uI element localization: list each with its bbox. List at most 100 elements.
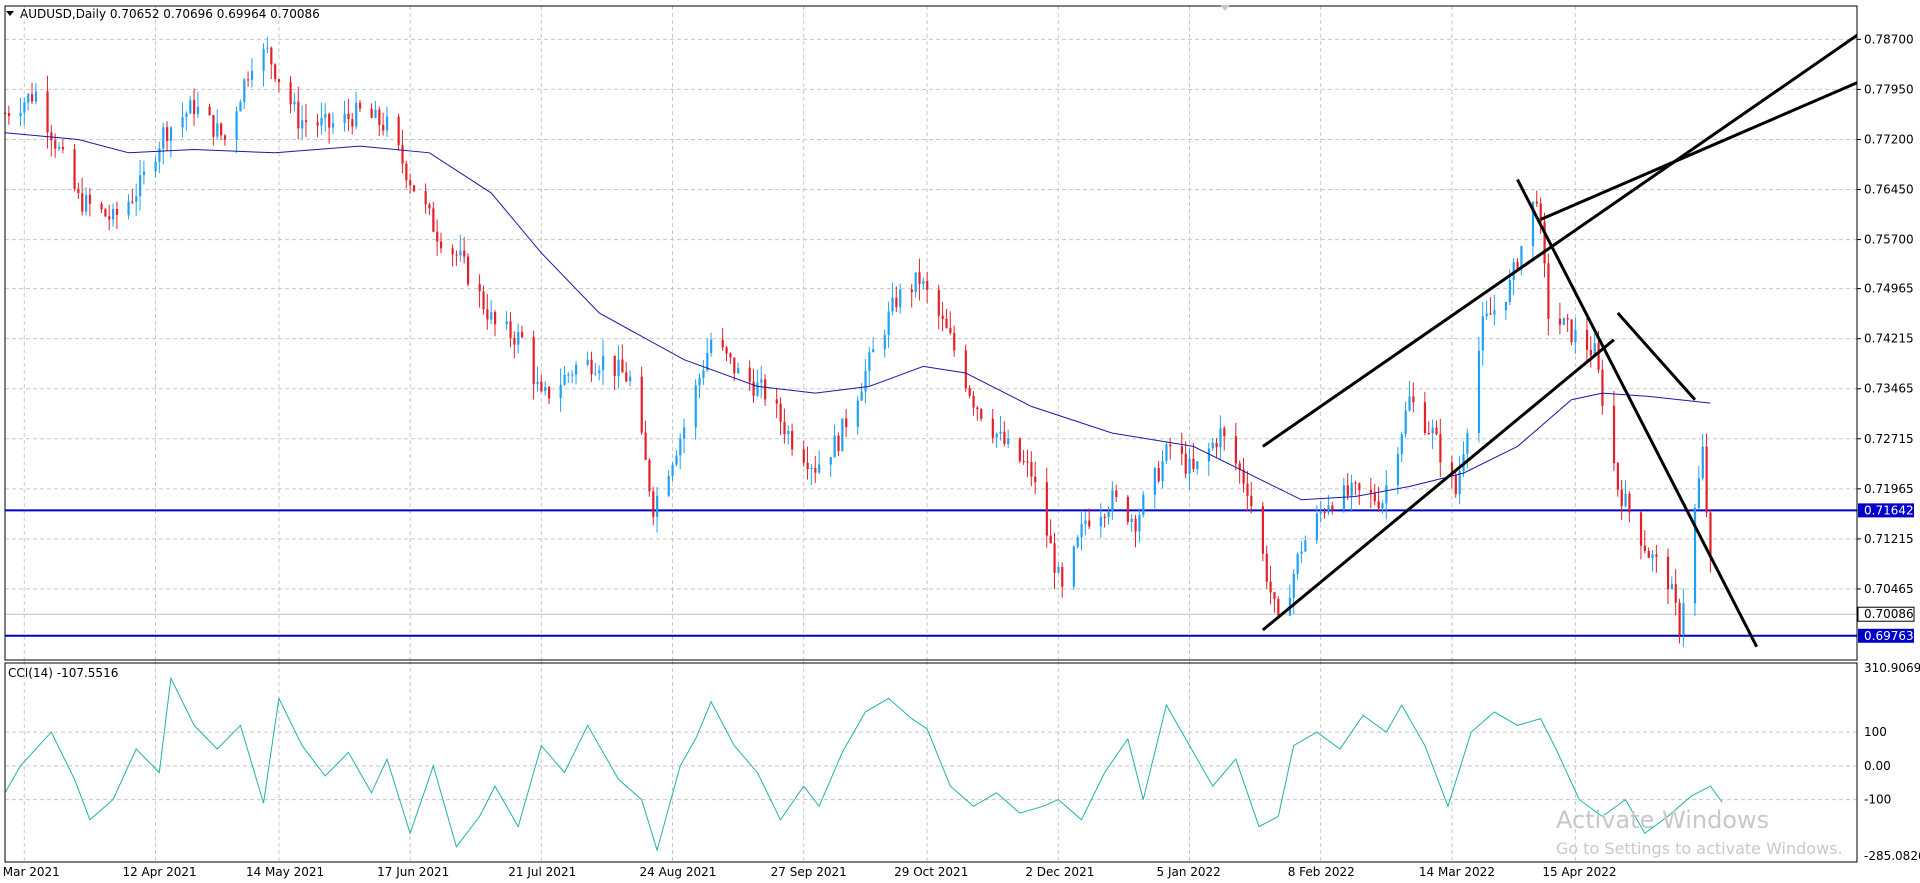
candle	[432, 201, 435, 233]
candle	[540, 374, 543, 393]
candle	[1670, 576, 1673, 590]
candle	[698, 373, 701, 399]
candle	[841, 418, 844, 452]
candle	[1439, 418, 1442, 477]
candle	[671, 462, 674, 482]
candle	[1246, 470, 1249, 512]
candle	[1265, 545, 1268, 589]
time-axis[interactable]: 9 Mar 2021 12 Apr 2021 14 May 2021 17 Jun 2…	[0, 865, 1617, 879]
candle	[1315, 505, 1319, 545]
trend-lines[interactable]	[1261, 6, 1920, 648]
candle	[1543, 212, 1546, 278]
candle	[1211, 438, 1214, 452]
candle	[818, 450, 821, 475]
candle	[343, 100, 346, 132]
date-tick-label: 2 Dec 2021	[1025, 865, 1094, 879]
trend-line[interactable]	[1616, 311, 1697, 401]
candle	[1107, 506, 1110, 525]
candle	[100, 201, 103, 214]
candle	[590, 351, 593, 382]
candle	[1408, 380, 1411, 412]
candle	[679, 433, 682, 470]
date-tick-label: 24 Aug 2021	[639, 865, 716, 879]
candle	[1018, 437, 1021, 464]
candle	[1705, 433, 1708, 518]
trend-line[interactable]	[1516, 178, 1759, 648]
trend-line[interactable]	[1540, 6, 1920, 221]
candle	[683, 418, 686, 454]
cci-label: CCI(14) -107.5516	[8, 666, 118, 680]
shift-marker-icon[interactable]	[1220, 5, 1230, 11]
candle	[355, 91, 358, 130]
candle	[81, 177, 84, 216]
date-tick-label: 21 Jul 2021	[508, 865, 576, 879]
horizontal-levels[interactable]	[5, 509, 1857, 637]
candle	[351, 112, 354, 135]
candle	[891, 282, 894, 316]
candle	[1674, 569, 1677, 616]
candle	[1678, 598, 1681, 644]
price-axis[interactable]: 0.78700 0.77950 0.77200 0.76450 0.75700 0.749…	[1857, 32, 1914, 596]
candle	[262, 43, 265, 87]
candle	[239, 99, 242, 112]
candle	[779, 397, 782, 435]
candle	[667, 470, 670, 498]
candle	[482, 285, 485, 315]
candle	[1250, 482, 1253, 514]
price-tick-label: 0.76450	[1864, 183, 1914, 197]
candle	[169, 126, 173, 158]
price-tick-label: 0.70465	[1864, 582, 1914, 596]
level-price-labels: 0.71642 0.69763 0.70086	[1857, 503, 1915, 643]
grid-lines	[5, 6, 1857, 862]
candle	[1157, 461, 1160, 483]
candle	[764, 374, 767, 406]
candle	[1072, 545, 1075, 591]
cci-line	[4, 676, 1723, 852]
candle	[1184, 441, 1187, 479]
candle	[914, 272, 917, 298]
moving-average-line	[4, 132, 1711, 501]
candle	[1207, 442, 1210, 476]
trend-line[interactable]	[1261, 6, 1900, 448]
candle	[1026, 449, 1029, 477]
candle	[571, 370, 574, 384]
candle	[559, 368, 562, 412]
candle	[837, 432, 840, 456]
candle	[629, 370, 632, 387]
candle	[1427, 421, 1430, 436]
candle	[304, 104, 308, 137]
candle	[196, 92, 200, 119]
candle	[563, 365, 566, 386]
candle	[833, 424, 836, 458]
candle	[185, 111, 188, 131]
candle	[1381, 500, 1384, 514]
candle	[1234, 422, 1238, 471]
trend-line[interactable]	[1261, 338, 1615, 632]
candle	[1369, 478, 1373, 509]
candle	[1485, 300, 1488, 321]
candle	[216, 109, 219, 140]
candle	[73, 143, 76, 192]
candle	[517, 323, 520, 354]
candle	[166, 121, 169, 151]
candle	[1169, 437, 1172, 460]
candle	[760, 365, 763, 399]
candle	[1003, 421, 1006, 447]
candle	[382, 112, 385, 136]
candle	[401, 130, 404, 174]
candle	[428, 202, 431, 216]
candle	[1458, 456, 1461, 505]
candle	[625, 362, 628, 383]
collapse-arrow-icon[interactable]	[6, 11, 14, 16]
candle	[1566, 314, 1569, 333]
candle	[1666, 548, 1670, 605]
candle	[463, 237, 466, 264]
candle	[270, 46, 273, 80]
candle	[586, 351, 589, 367]
candle	[328, 112, 331, 144]
candle	[1693, 503, 1697, 617]
candle	[521, 325, 524, 339]
candle	[370, 103, 373, 119]
candle	[1215, 437, 1218, 458]
